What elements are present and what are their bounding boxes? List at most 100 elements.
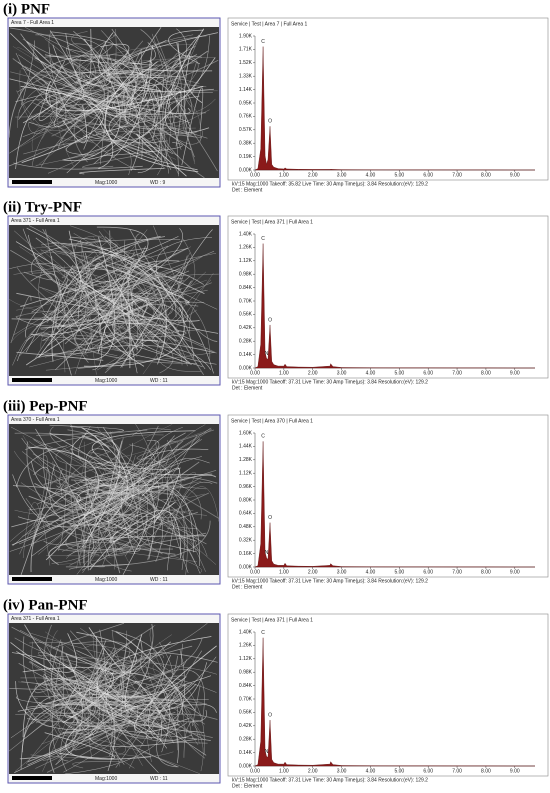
- fiber: [72, 761, 121, 769]
- fiber: [100, 491, 160, 520]
- fiber: [159, 511, 206, 572]
- fiber: [28, 234, 184, 293]
- fiber: [78, 426, 170, 469]
- x-tick-label: 3.00: [337, 768, 347, 774]
- fiber: [181, 87, 204, 166]
- fiber: [51, 639, 118, 703]
- peak-label: C: [261, 39, 265, 45]
- peak-label: C: [261, 236, 265, 242]
- x-tick-label: 8.00: [481, 569, 491, 575]
- fiber: [54, 675, 152, 710]
- sem-mag: Mag:1000: [95, 180, 117, 186]
- spectrum-header: Service | Test | Area 7 | Full Area 1: [231, 21, 308, 27]
- peak-label: N: [265, 351, 269, 357]
- fiber: [83, 483, 174, 501]
- fiber: [15, 74, 83, 102]
- y-tick-label: 0.70K: [239, 298, 253, 304]
- spectrum-footer: kV:15 Mag:1000 Takeoff: 37.31 Live Time:…: [232, 777, 428, 783]
- y-tick-label: 0.98K: [239, 272, 253, 278]
- fiber: [121, 26, 167, 130]
- fiber: [116, 93, 149, 117]
- fiber: [62, 543, 197, 562]
- x-tick-label: 2.00: [308, 768, 318, 774]
- fiber: [39, 112, 101, 165]
- x-tick-label: 5.00: [394, 768, 404, 774]
- fiber: [104, 236, 188, 324]
- fiber: [29, 696, 128, 773]
- fiber: [137, 85, 161, 174]
- fiber: [37, 345, 212, 371]
- fiber: [87, 101, 187, 118]
- fiber: [70, 491, 84, 566]
- fiber: [151, 64, 207, 88]
- fiber: [182, 60, 200, 135]
- fiber: [27, 684, 133, 724]
- fiber: [61, 237, 113, 279]
- y-tick-label: 1.60K: [239, 430, 253, 436]
- fiber: [88, 452, 219, 519]
- spectrum-area: [254, 243, 535, 369]
- fiber: [120, 254, 218, 310]
- fiber: [34, 288, 171, 360]
- fiber: [81, 427, 128, 523]
- fiber: [16, 633, 77, 673]
- fiber: [103, 228, 166, 306]
- fiber: [25, 498, 51, 529]
- x-tick-label: 5.00: [394, 569, 404, 575]
- fiber: [12, 273, 219, 366]
- fiber: [81, 689, 147, 730]
- fiber: [109, 501, 176, 543]
- spectrum-area: [254, 46, 535, 171]
- x-tick-label: 9.00: [510, 172, 520, 178]
- fiber: [54, 236, 179, 273]
- fiber: [35, 135, 165, 166]
- fiber: [10, 32, 152, 111]
- fiber: [28, 431, 114, 452]
- fiber: [10, 426, 138, 479]
- fiber: [167, 492, 210, 530]
- fiber: [65, 716, 151, 760]
- sem-wd: WD : 11: [150, 577, 168, 583]
- fiber: [94, 298, 190, 364]
- fiber: [91, 430, 196, 476]
- spectrum-footer: kV:15 Mag:1000 Takeoff: 37.31 Live Time:…: [232, 578, 428, 584]
- fiber: [90, 487, 207, 545]
- fiber: [63, 281, 137, 360]
- fiber: [120, 513, 148, 575]
- fiber: [26, 441, 176, 555]
- fiber: [28, 225, 88, 302]
- y-tick-label: 0.32K: [239, 538, 253, 544]
- x-tick-label: 5.00: [394, 370, 404, 376]
- scale-bar: [12, 378, 52, 382]
- fiber: [73, 62, 195, 163]
- fiber: [46, 476, 218, 528]
- fiber: [161, 111, 179, 157]
- fiber: [22, 678, 117, 738]
- fiber: [20, 677, 199, 746]
- fiber: [14, 703, 217, 773]
- fiber: [22, 666, 114, 724]
- fiber: [65, 520, 211, 568]
- fiber: [25, 246, 130, 338]
- fiber: [98, 32, 214, 92]
- fiber: [71, 442, 133, 481]
- fiber: [9, 486, 207, 542]
- y-tick-label: 0.28K: [239, 737, 253, 743]
- fiber: [183, 719, 205, 758]
- y-tick-label: 0.16K: [239, 551, 253, 557]
- y-tick-label: 0.42K: [239, 325, 253, 331]
- fiber: [69, 268, 192, 325]
- fiber: [83, 456, 203, 564]
- fiber: [54, 250, 210, 361]
- sem-fibers: [8, 622, 218, 775]
- y-tick-label: 1.28K: [239, 457, 253, 463]
- fiber: [113, 63, 137, 110]
- fiber: [20, 466, 50, 575]
- x-tick-label: 1.00: [279, 172, 289, 178]
- x-tick-label: 9.00: [510, 768, 520, 774]
- fiber: [89, 509, 182, 571]
- fiber: [38, 269, 129, 353]
- fiber: [8, 279, 208, 313]
- fiber: [79, 168, 165, 175]
- fiber: [94, 482, 198, 542]
